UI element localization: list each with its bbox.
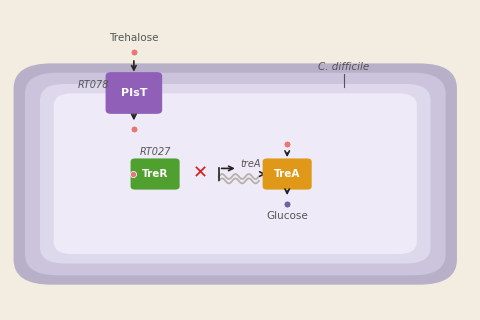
FancyBboxPatch shape	[263, 158, 312, 190]
FancyBboxPatch shape	[106, 72, 162, 114]
FancyBboxPatch shape	[131, 158, 180, 190]
Text: C. difficile: C. difficile	[318, 61, 370, 71]
FancyBboxPatch shape	[54, 93, 417, 254]
FancyBboxPatch shape	[25, 73, 445, 275]
Text: RT078: RT078	[78, 80, 109, 90]
FancyBboxPatch shape	[13, 63, 457, 285]
Text: treA: treA	[240, 159, 261, 169]
FancyBboxPatch shape	[40, 84, 431, 263]
Text: Trehalose: Trehalose	[109, 34, 158, 44]
Text: TreA: TreA	[274, 169, 300, 179]
Text: RT027: RT027	[139, 147, 171, 157]
Text: TreR: TreR	[142, 169, 168, 179]
Text: Glucose: Glucose	[266, 211, 308, 221]
Text: PIsT: PIsT	[120, 88, 147, 98]
Text: ✕: ✕	[192, 164, 207, 182]
